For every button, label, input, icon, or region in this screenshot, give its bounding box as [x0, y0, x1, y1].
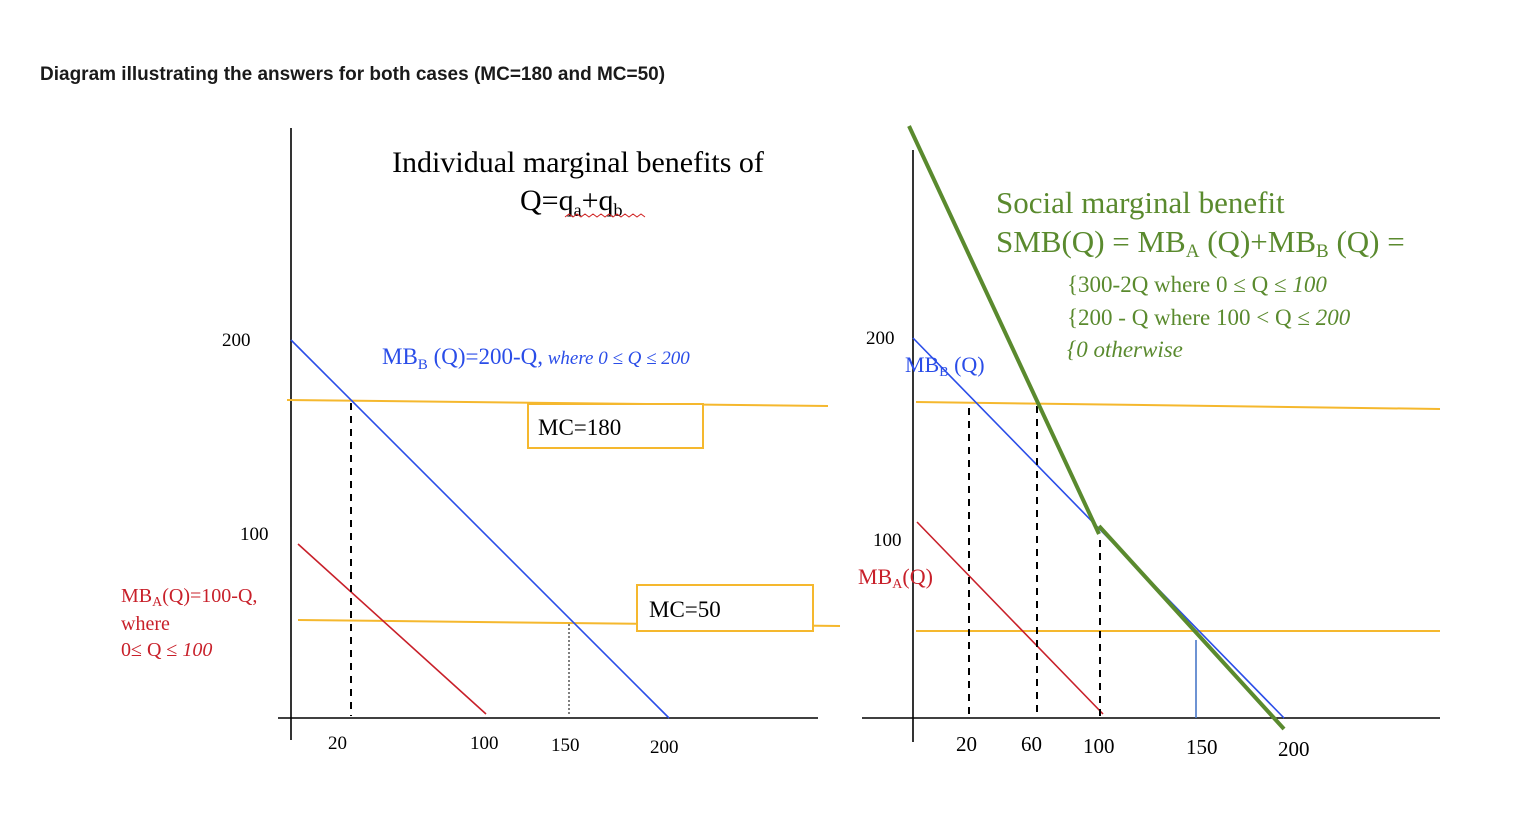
left-mb-a-where: where — [121, 613, 170, 635]
page-heading: Diagram illustrating the answers for bot… — [40, 64, 666, 85]
right-mb-a-label: MBA(Q) — [858, 564, 933, 592]
left-mb-a-domain: 0≤ Q ≤ 100 — [121, 639, 212, 661]
left-y-tick-100: 100 — [240, 524, 269, 545]
left-mc-180-box — [527, 403, 704, 449]
right-x-tick-200: 200 — [1278, 737, 1310, 761]
smb-case-3: {0 otherwise — [1067, 337, 1183, 362]
smb-equation: SMB(Q) = MBA (Q)+MBB (Q) = — [996, 224, 1405, 262]
right-smb-segment-2 — [1097, 524, 1286, 731]
right-y-tick-100: 100 — [873, 530, 902, 551]
left-x-tick-150: 150 — [551, 735, 580, 756]
left-mb-b-line — [290, 339, 670, 719]
right-x-tick-20: 20 — [956, 732, 977, 756]
left-mc-50-box — [636, 584, 814, 632]
left-mb-a-line — [297, 543, 487, 715]
right-mb-a-line — [916, 521, 1104, 715]
right-x-tick-60: 60 — [1021, 732, 1042, 756]
right-mb-b-label: MBB (Q) — [905, 352, 985, 380]
left-title-line1: Individual marginal benefits of — [392, 146, 764, 179]
left-mc-50-label: MC=50 — [649, 597, 721, 622]
left-mb-b-label: MBB (Q)=200-Q, where 0 ≤ Q ≤ 200 — [382, 344, 690, 373]
right-mc-180-line — [915, 401, 1441, 410]
right-panel: 200 100 20 60 100 150 200 MBB (Q) MBA(Q)… — [858, 125, 1441, 761]
smb-case-2: {200 - Q where 100 < Q ≤ 200 — [1067, 305, 1351, 330]
smb-case-1: {300-2Q where 0 ≤ Q ≤ 100 — [1067, 272, 1327, 297]
left-mb-a-label: MBA(Q)=100-Q, — [121, 585, 257, 610]
right-x-tick-150: 150 — [1186, 735, 1218, 759]
right-y-tick-200: 200 — [866, 328, 895, 349]
smb-title: Social marginal benefit — [996, 185, 1285, 220]
left-panel: Individual marginal benefits of Q=qa+qb … — [121, 128, 841, 758]
left-y-tick-200: 200 — [222, 330, 251, 351]
right-x-tick-100: 100 — [1083, 734, 1115, 758]
left-title-line2: Q=qa+qb — [520, 184, 623, 220]
left-x-tick-20: 20 — [328, 733, 347, 754]
spellcheck-squiggle — [564, 213, 646, 218]
left-mc-180-label: MC=180 — [538, 415, 621, 440]
left-x-tick-100: 100 — [470, 733, 499, 754]
right-smb-segment-1 — [907, 125, 1101, 535]
left-x-tick-200: 200 — [650, 737, 679, 758]
